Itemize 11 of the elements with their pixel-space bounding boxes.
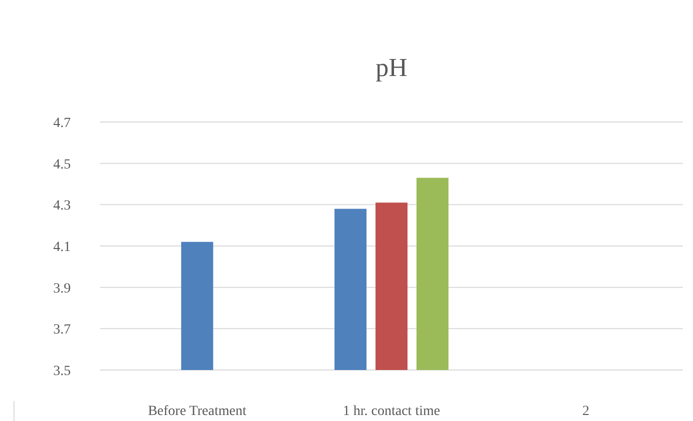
y-tick-label: 4.7 xyxy=(53,116,71,131)
y-tick-label: 4.5 xyxy=(53,157,71,172)
x-tick-label: 1 hr. contact time xyxy=(342,404,440,419)
y-tick-label: 3.7 xyxy=(53,322,71,338)
x-tick-label: Before Treatment xyxy=(148,404,246,419)
x-tick-label: 2 xyxy=(582,404,590,419)
y-tick-label: 3.9 xyxy=(53,281,71,296)
y-tick-label: 3.5 xyxy=(53,364,71,379)
y-tick-label: 4.3 xyxy=(53,198,71,214)
y-tick-label: 4.1 xyxy=(53,240,71,255)
chart-title: pH xyxy=(376,53,408,82)
